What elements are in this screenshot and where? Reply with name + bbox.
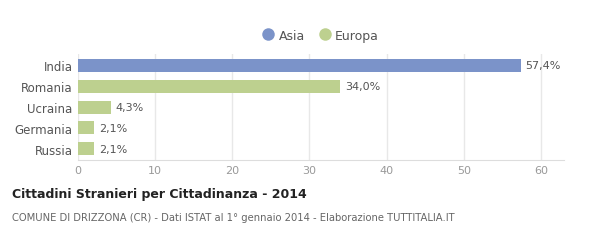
Bar: [78, 80, 340, 93]
Text: 57,4%: 57,4%: [526, 61, 561, 71]
Text: Cittadini Stranieri per Cittadinanza - 2014: Cittadini Stranieri per Cittadinanza - 2…: [12, 187, 307, 200]
Text: 34,0%: 34,0%: [345, 82, 380, 92]
Text: 4,3%: 4,3%: [116, 103, 144, 113]
Bar: [78, 101, 111, 114]
Text: 2,1%: 2,1%: [99, 123, 127, 133]
Bar: [78, 122, 94, 135]
Text: 2,1%: 2,1%: [99, 144, 127, 154]
Bar: [78, 143, 94, 155]
Bar: [78, 60, 521, 73]
Text: COMUNE DI DRIZZONA (CR) - Dati ISTAT al 1° gennaio 2014 - Elaborazione TUTTITALI: COMUNE DI DRIZZONA (CR) - Dati ISTAT al …: [12, 212, 455, 222]
Legend: Asia, Europa: Asia, Europa: [263, 30, 379, 43]
